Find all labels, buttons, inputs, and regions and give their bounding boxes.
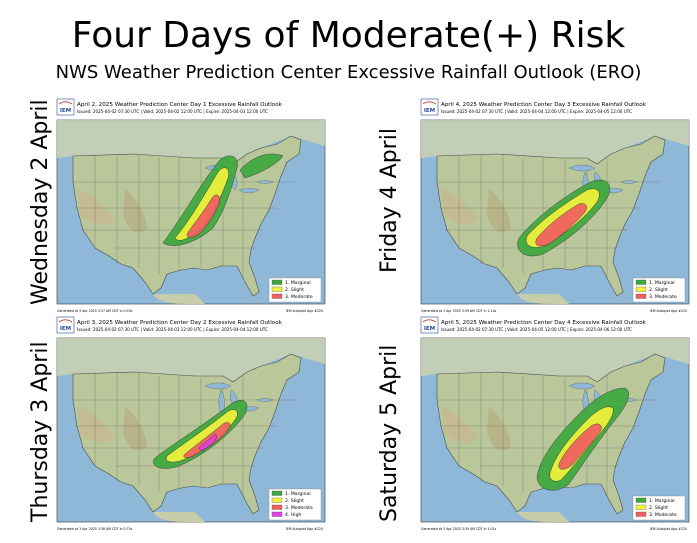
legend-swatch <box>635 279 647 285</box>
map-title: April 3, 2025 Weather Prediction Center … <box>77 320 283 326</box>
logo-text: IEM <box>60 108 71 114</box>
footer-app: IEM Autoplot App #220 <box>650 527 687 531</box>
risk-areas <box>153 400 248 469</box>
legend-label: 3. Moderate <box>649 512 677 518</box>
legend-label: 3. Moderate <box>285 505 313 511</box>
risk-areas <box>162 153 284 246</box>
map-title: April 2, 2025 Weather Prediction Center … <box>77 102 283 108</box>
map-figure: IEM April 2, 2025 Weather Prediction Cent… <box>56 98 326 313</box>
legend-swatch <box>271 286 283 292</box>
legend-swatch <box>271 490 283 496</box>
map-subtitle: Issued: 2025-04-02 07:30 UTC | Valid: 20… <box>441 327 632 332</box>
legend-swatch <box>635 504 647 510</box>
map-title: April 4, 2025 Weather Prediction Center … <box>441 102 647 108</box>
footer-app: IEM Autoplot App #220 <box>286 309 323 313</box>
legend-label: 2. Slight <box>649 505 668 511</box>
map-subtitle: Issued: 2025-04-02 07:30 UTC | Valid: 20… <box>77 109 268 114</box>
moderate-risk-area <box>535 203 587 247</box>
legend-swatch <box>635 286 647 292</box>
moderate-risk-area <box>558 423 602 470</box>
slight-risk-area <box>165 409 238 463</box>
basemap <box>56 337 326 523</box>
map-subtitle: Issued: 2025-04-02 07:30 UTC | Valid: 20… <box>77 327 268 332</box>
figure-subtitle: NWS Weather Prediction Center Excessive … <box>55 62 642 83</box>
legend-label: 3. Moderate <box>285 294 313 300</box>
map-title: April 5, 2025 Weather Prediction Center … <box>441 320 647 326</box>
iem-logo: IEM <box>420 316 439 334</box>
footer-generated: Generated at 3 Apr 2025 3:39 AM CDT in 1… <box>421 309 497 313</box>
legend-label: 1. Marginal <box>285 491 311 497</box>
legend-label: 1. Marginal <box>649 498 675 504</box>
row-label-wednesday: Wednesday 2 April <box>28 99 53 305</box>
footer-generated: Generated at 3 Apr 2025 3:39 AM CDT in 1… <box>421 527 497 531</box>
high-risk-area <box>198 433 217 451</box>
legend-label: 3. Moderate <box>649 294 677 300</box>
legend-swatch <box>271 504 283 510</box>
map-panel-day4: IEM April 5, 2025 Weather Prediction Cent… <box>419 316 691 534</box>
legend-swatch <box>271 511 283 517</box>
footer-app: IEM Autoplot App #220 <box>650 309 687 313</box>
legend-label: 1. Marginal <box>285 280 311 286</box>
row-label-thursday: Thursday 3 April <box>28 341 53 522</box>
logo-text: IEM <box>424 108 435 114</box>
risk-areas <box>536 387 629 491</box>
legend-swatch <box>271 497 283 503</box>
footer-app: IEM Autoplot App #220 <box>286 527 323 531</box>
legend-label: 2. Slight <box>649 287 668 293</box>
legend-swatch <box>635 497 647 503</box>
map-panel-day1: IEM April 2, 2025 Weather Prediction Cent… <box>55 98 327 316</box>
legend-swatch <box>271 293 283 299</box>
row-label-saturday: Saturday 5 April <box>377 344 402 522</box>
legend-label: 2. Slight <box>285 287 304 293</box>
legend-label: 4. High <box>285 512 301 518</box>
map-figure: IEM April 5, 2025 Weather Prediction Cent… <box>420 316 690 531</box>
basemap <box>420 337 690 523</box>
marginal-risk-area-north <box>239 153 284 179</box>
map-panel-day3: IEM April 4, 2025 Weather Prediction Cent… <box>419 98 691 316</box>
map-subtitle: Issued: 2025-04-02 07:30 UTC | Valid: 20… <box>441 109 632 114</box>
legend-swatch <box>635 511 647 517</box>
iem-logo: IEM <box>56 98 75 116</box>
legend-label: 2. Slight <box>285 498 304 504</box>
iem-logo: IEM <box>420 98 439 116</box>
map-panel-day2: IEM April 3, 2025 Weather Prediction Cent… <box>55 316 327 534</box>
moderate-risk-area <box>183 422 231 458</box>
legend-swatch <box>271 279 283 285</box>
map-figure: IEM April 4, 2025 Weather Prediction Cent… <box>420 98 690 313</box>
legend-label: 1. Marginal <box>649 280 675 286</box>
logo-text: IEM <box>424 326 435 332</box>
footer-generated: Generated at 3 Apr 2025 3:37 AM CDT in 0… <box>57 309 133 313</box>
row-label-friday: Friday 4 April <box>377 128 402 273</box>
risk-areas <box>517 179 611 257</box>
map-figure: IEM April 3, 2025 Weather Prediction Cent… <box>56 316 326 531</box>
legend-swatch <box>635 293 647 299</box>
iem-logo: IEM <box>56 316 75 334</box>
figure-title: Four Days of Moderate(+) Risk <box>71 15 626 56</box>
logo-text: IEM <box>60 326 71 332</box>
moderate-risk-area <box>186 194 220 238</box>
footer-generated: Generated at 3 Apr 2025 3:38 AM CDT in 0… <box>57 527 133 531</box>
